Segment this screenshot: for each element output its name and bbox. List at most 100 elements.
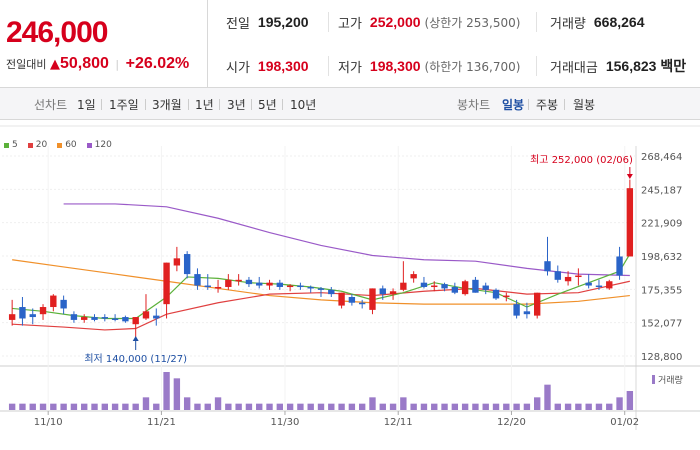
volume-bar — [626, 391, 634, 410]
candle-body — [50, 295, 57, 308]
volume-bar — [142, 397, 150, 410]
volume-bar — [338, 403, 345, 410]
volume-bar — [245, 403, 253, 410]
amount-value: 156,823 백만 — [605, 58, 687, 74]
volume-bar — [91, 403, 98, 410]
candle-monthly[interactable]: 월봉 — [573, 98, 596, 112]
divider — [564, 99, 565, 110]
ma-legend: 5 20 60 120 — [4, 140, 112, 150]
volume-bar — [564, 403, 572, 410]
divider — [536, 56, 537, 76]
quote-header: 246,000 전일대비 ▲50,800 | +26.02% 전일 195,20… — [0, 0, 700, 88]
candle-body — [173, 258, 181, 266]
volume-bar — [379, 403, 386, 410]
volume-bar — [317, 403, 325, 410]
y-tick-label: 268,464 — [641, 152, 682, 163]
period-1w[interactable]: 1주일 — [109, 98, 139, 112]
candle-body — [163, 262, 170, 305]
candle-body — [575, 275, 582, 278]
low: 저가 198,300 (하한가 136,700) — [338, 44, 520, 88]
candle-body — [441, 284, 448, 289]
ma5-swatch — [4, 142, 9, 148]
volume-bar — [225, 403, 232, 410]
prev-close-value: 195,200 — [257, 14, 309, 30]
divider — [101, 99, 102, 110]
price-box: 246,000 전일대비 ▲50,800 | +26.02% — [0, 0, 208, 88]
volume-bar — [297, 403, 304, 410]
volume-bar — [585, 403, 592, 410]
volume-bar — [358, 403, 366, 410]
chart-toolbar: 선차트 1일 1주일 3개월 1년 3년 5년 10년 봉차트 일봉 주봉 월봉 — [0, 88, 700, 120]
volume-bar — [111, 403, 119, 410]
min-price-annotation: 최저 140,000 (11/27) — [84, 353, 187, 365]
candle-body — [482, 285, 489, 290]
period-10y[interactable]: 10년 — [290, 98, 317, 112]
candle-body — [142, 311, 150, 319]
candles — [8, 179, 634, 340]
volume-bar — [235, 403, 242, 410]
low-value: 198,300 — [369, 58, 421, 74]
max-arrow-icon — [626, 174, 633, 179]
legend-ma20: 20 — [27, 140, 47, 150]
volume-bar — [328, 403, 335, 410]
prev-close: 전일 195,200 — [226, 0, 309, 44]
volume-value: 668,264 — [593, 14, 645, 30]
lower-limit: (하한가 136,700) — [424, 59, 521, 74]
x-tick-label: 11/10 — [34, 417, 63, 428]
candle-body — [534, 292, 541, 316]
candle-body — [348, 297, 356, 303]
period-3y[interactable]: 3년 — [227, 98, 246, 112]
candle-body — [266, 282, 273, 286]
ma60-label: 60 — [65, 140, 77, 150]
volume-bar — [70, 403, 78, 410]
candle-body — [122, 317, 129, 322]
ma5-line — [12, 253, 631, 320]
divider — [188, 99, 189, 110]
candle-body — [132, 317, 139, 325]
open-label: 시가 — [226, 60, 250, 76]
volume-bar — [183, 397, 191, 410]
divider — [251, 99, 252, 110]
current-price: 246,000 — [6, 16, 108, 49]
candle-body — [358, 302, 366, 305]
volume-bar — [482, 403, 489, 410]
up-triangle-icon: ▲ — [49, 57, 60, 72]
y-tick-label: 221,909 — [641, 219, 682, 230]
candle-body — [400, 282, 407, 290]
y-tick-label: 175,355 — [641, 285, 682, 296]
volume-bar — [461, 403, 469, 410]
volume-bar — [523, 403, 531, 410]
volume-bars — [8, 372, 634, 410]
candle-daily[interactable]: 일봉 — [502, 98, 525, 112]
candle-body — [297, 285, 304, 288]
volume-bar — [194, 403, 201, 410]
volume-bar — [122, 403, 129, 410]
chart-grid — [0, 125, 700, 430]
candle-body — [276, 282, 284, 287]
period-1y[interactable]: 1년 — [195, 98, 214, 112]
high-value: 252,000 — [369, 14, 421, 30]
volume-bar — [266, 403, 273, 410]
period-3m[interactable]: 3개월 — [152, 98, 182, 112]
legend-ma5: 5 — [4, 140, 18, 150]
volume: 거래량 668,264 — [550, 0, 645, 44]
volume-bar — [595, 403, 603, 410]
candle-body — [461, 281, 469, 295]
amount: 거래대금 156,823 백만 — [550, 44, 686, 88]
candle-body — [451, 286, 459, 293]
y-tick-label: 128,800 — [641, 352, 682, 363]
candle-body — [60, 299, 67, 309]
y-tick-label: 198,632 — [641, 252, 682, 263]
candle-weekly[interactable]: 주봉 — [536, 98, 559, 112]
divider — [219, 99, 220, 110]
candle-body — [8, 314, 16, 320]
divider — [328, 56, 329, 76]
period-5y[interactable]: 5년 — [258, 98, 277, 112]
volume-bar — [286, 403, 294, 410]
ma20-swatch — [27, 142, 33, 148]
candle-body — [564, 276, 572, 282]
x-tick-label: 11/21 — [147, 417, 176, 428]
prev-close-label: 전일 — [226, 16, 250, 32]
period-1d[interactable]: 1일 — [77, 98, 96, 112]
volume-bar — [307, 403, 314, 410]
